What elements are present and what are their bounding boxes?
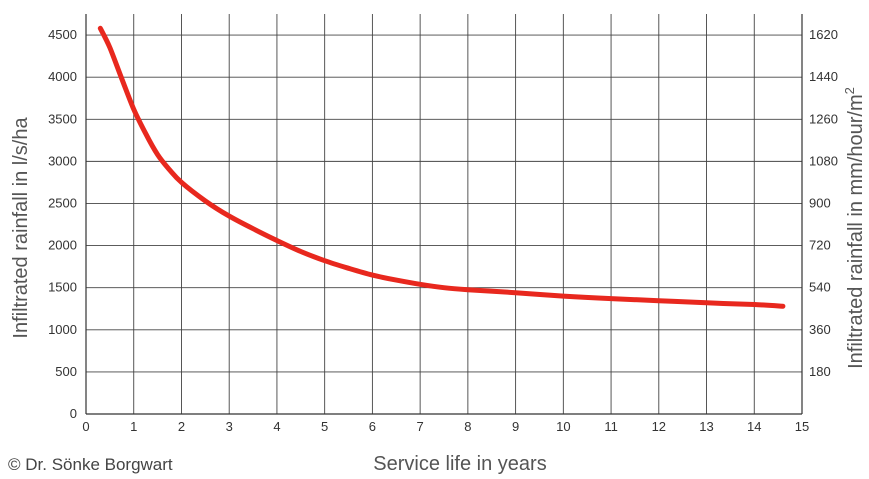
x-tick-label: 4: [273, 419, 280, 434]
x-tick-label: 2: [178, 419, 185, 434]
series-layer: [97, 25, 786, 309]
x-tick-label: 1: [130, 419, 137, 434]
x-tick-label: 13: [699, 419, 713, 434]
y-tick-label: 0: [70, 406, 77, 421]
y2-axis-title: Infiltrated rainfall in mm/hour/m2: [842, 87, 867, 369]
series-line: [97, 25, 786, 309]
y2-tick-label: 1440: [809, 69, 838, 84]
x-tick-label: 12: [652, 419, 666, 434]
y-tick-label: 2000: [48, 238, 77, 253]
x-tick-label: 15: [795, 419, 809, 434]
x-tick-label: 9: [512, 419, 519, 434]
y-tick-label: 4000: [48, 69, 77, 84]
y-axis-title: Infiltrated rainfall in l/s/ha: [10, 117, 32, 339]
y-tick-label: 2500: [48, 195, 77, 210]
x-tick-label: 8: [464, 419, 471, 434]
x-tick-label: 7: [417, 419, 424, 434]
x-tick-label: 6: [369, 419, 376, 434]
y2-tick-label: 720: [809, 238, 831, 253]
y2-tick-label: 1260: [809, 111, 838, 126]
y2-axis-title-superscript: 2: [842, 87, 857, 94]
y-tick-label: 1000: [48, 322, 77, 337]
y2-tick-label: 1620: [809, 27, 838, 42]
y-tick-label: 500: [55, 364, 77, 379]
tick-labels: 0 1 2 3 4 5 6 7 8 9 10 11 12 13 14 15050010001500200025…: [48, 27, 838, 434]
x-tick-label: 3: [226, 419, 233, 434]
x-tick-label: 10: [556, 419, 570, 434]
x-tick-label: 0: [82, 419, 89, 434]
grid: [86, 14, 803, 414]
axes: [85, 14, 803, 415]
y2-tick-label: 360: [809, 322, 831, 337]
y-tick-label: 3500: [48, 111, 77, 126]
x-tick-label: 11: [604, 419, 618, 434]
x-axis-title: Service life in years: [373, 453, 546, 475]
y-tick-label: 3000: [48, 153, 77, 168]
x-tick-label: 14: [747, 419, 761, 434]
y2-tick-label: 540: [809, 280, 831, 295]
y2-axis-title-text: Infiltrated rainfall in mm/hour/m: [845, 94, 867, 369]
y-tick-label: 1500: [48, 280, 77, 295]
y2-tick-label: 180: [809, 364, 831, 379]
copyright-credit: © Dr. Sönke Borgwart: [8, 455, 173, 474]
x-tick-label: 5: [321, 419, 328, 434]
y2-tick-label: 1080: [809, 153, 838, 168]
y-tick-label: 4500: [48, 27, 77, 42]
y2-tick-label: 900: [809, 195, 831, 210]
